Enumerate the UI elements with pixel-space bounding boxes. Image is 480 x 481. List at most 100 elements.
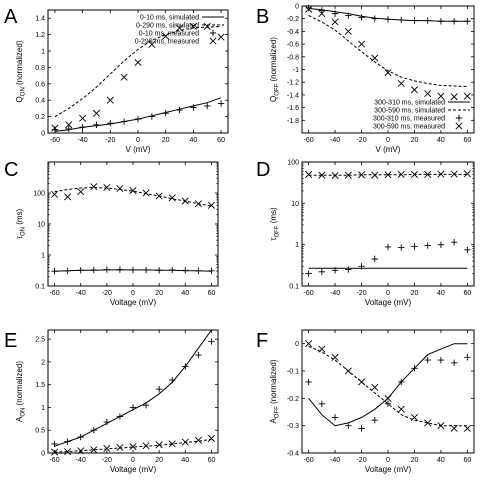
data-point-plus	[437, 241, 445, 248]
data-point-plus	[155, 386, 163, 393]
data-point-cross	[358, 171, 366, 179]
y-tick-label: -0.2	[287, 16, 299, 23]
data-point-cross	[90, 446, 98, 454]
data-point-cross	[129, 443, 137, 451]
data-point-cross	[116, 444, 124, 452]
data-point-cross	[194, 436, 202, 444]
data-point-plus	[64, 438, 71, 445]
data-point-plus	[371, 255, 378, 263]
plot-frame	[301, 329, 475, 454]
x-tick-label: 60	[463, 290, 471, 297]
y-tick-label: 2.5	[35, 337, 45, 344]
data-point-plus	[450, 359, 458, 366]
data-point-plus	[371, 417, 378, 424]
data-point-cross	[51, 448, 59, 456]
data-point-plus	[358, 14, 365, 21]
x-tick-label: 0	[131, 457, 135, 464]
y-tick-label: -0.4	[287, 29, 299, 36]
data-point-plus	[120, 118, 128, 125]
data-point-cross	[344, 27, 352, 35]
data-point-plus	[204, 102, 211, 110]
x-tick-label: -20	[356, 290, 366, 297]
data-point-cross	[155, 192, 163, 200]
x-tick-label: -60	[49, 290, 59, 297]
data-point-cross	[450, 424, 458, 432]
plot-frame	[47, 329, 219, 454]
x-tick-label: 40	[437, 290, 445, 297]
data-point-plus	[411, 17, 418, 24]
series-line-solid	[54, 329, 212, 447]
x-tick-label: -20	[102, 290, 112, 297]
x-tick-label: -60	[304, 290, 314, 297]
data-point-cross	[344, 171, 352, 179]
data-point-plus	[398, 378, 405, 386]
data-point-cross	[203, 22, 211, 30]
y-tick-label: -1.2	[287, 80, 299, 87]
x-tick-label: 20	[162, 137, 170, 144]
y-tick-label: 0.6	[35, 81, 45, 88]
data-point-cross	[207, 201, 215, 209]
data-point-plus	[90, 266, 97, 274]
panel-letter: F	[256, 330, 268, 352]
data-point-plus	[51, 268, 58, 275]
data-point-plus	[398, 16, 405, 24]
y-tick-label: -0.6	[287, 42, 299, 49]
data-point-plus	[64, 267, 71, 274]
data-point-cross	[168, 194, 176, 202]
data-point-cross	[331, 172, 339, 180]
x-axis-label: Voltage (mV)	[110, 465, 157, 474]
data-point-plus	[345, 422, 352, 429]
x-tick-label: 60	[208, 290, 216, 297]
x-tick-label: 0	[136, 137, 140, 144]
panel-letter: D	[256, 159, 270, 181]
x-tick-label: 0	[386, 457, 390, 464]
data-point-cross	[424, 170, 432, 178]
x-tick-label: 0	[386, 290, 390, 297]
panel-d: D -60 -40 -20 0 20 40 60 0.1 1 10 100 Voltage (mV) τO…	[256, 159, 475, 307]
y-tick-label: 0.4	[35, 98, 45, 105]
x-tick-label: -20	[102, 457, 112, 464]
data-point-cross	[77, 447, 85, 455]
y-tick-label: 1.2	[35, 32, 45, 39]
data-point-plus	[142, 401, 150, 409]
data-point-plus	[176, 106, 183, 114]
data-point-cross	[51, 190, 59, 198]
x-tick-label: 20	[155, 457, 163, 464]
data-point-plus	[77, 433, 84, 441]
legend-label: 0-10 ms, simulated	[140, 15, 199, 22]
data-point-plus	[371, 15, 378, 22]
data-point-cross	[162, 32, 170, 40]
data-point-cross	[437, 422, 445, 430]
data-point-plus	[331, 10, 339, 17]
data-point-cross	[305, 170, 313, 178]
y-axis-label: τOFF (ms)	[269, 207, 281, 241]
data-point-plus	[195, 267, 202, 274]
data-point-cross	[65, 121, 73, 129]
plot-frame	[301, 161, 475, 287]
data-point-cross	[217, 33, 225, 41]
data-point-plus	[208, 338, 215, 345]
x-tick-label: -20	[356, 137, 366, 144]
series-line-solid	[308, 343, 468, 427]
y-tick-label: 1	[295, 242, 299, 249]
data-point-plus	[464, 18, 471, 25]
data-point-plus	[134, 115, 142, 123]
data-point-plus	[217, 100, 225, 107]
data-point-cross	[207, 434, 215, 442]
data-point-plus	[162, 110, 169, 117]
data-point-plus	[129, 266, 137, 274]
legend-marker-plus	[209, 29, 217, 37]
data-point-cross	[168, 440, 176, 448]
y-tick-label: 1.5	[35, 382, 45, 389]
data-point-cross	[64, 193, 72, 201]
series-line-dashed	[308, 345, 468, 427]
x-tick-label: -20	[105, 137, 115, 144]
data-point-plus	[148, 113, 156, 120]
y-tick-label: 10	[291, 201, 299, 208]
data-point-plus	[103, 418, 111, 426]
data-point-plus	[318, 7, 326, 14]
x-tick-label: -40	[76, 457, 86, 464]
x-tick-label: -20	[356, 457, 366, 464]
